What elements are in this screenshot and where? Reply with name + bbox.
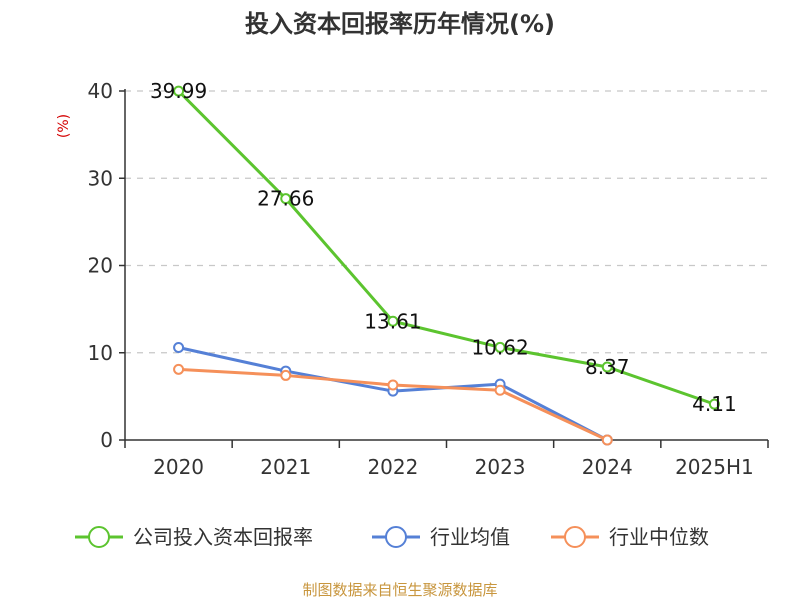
data-labels: 39.99 27.66 13.61 10.62 8.37 4.11 <box>150 79 737 416</box>
x-tick-label: 2025H1 <box>675 455 754 479</box>
data-label: 8.37 <box>585 355 630 379</box>
source-note: 制图数据来自恒生聚源数据库 <box>302 581 497 599</box>
data-point <box>173 85 185 97</box>
legend-item-1[interactable]: 行业均值 <box>372 525 510 549</box>
y-axis-label: (%) <box>56 114 72 138</box>
legend-swatch-marker <box>88 526 110 548</box>
x-tick-label: 2024 <box>582 455 633 479</box>
data-point <box>708 398 720 410</box>
legend-label: 行业中位数 <box>609 525 709 549</box>
y-tick-label: 10 <box>88 341 113 365</box>
data-point <box>601 361 613 373</box>
data-point <box>173 363 185 375</box>
data-label: 27.66 <box>257 187 314 211</box>
x-tick-label: 2023 <box>475 455 526 479</box>
data-point <box>601 434 613 446</box>
series-group <box>173 85 720 446</box>
grid-lines <box>125 90 768 354</box>
legend-item-0[interactable]: 公司投入资本回报率 <box>75 525 313 549</box>
chart-title: 投入资本回报率历年情况(%) <box>245 10 555 38</box>
y-tick-label: 20 <box>88 254 113 278</box>
data-point <box>280 369 292 381</box>
data-label: 13.61 <box>364 309 421 333</box>
data-point <box>494 341 506 353</box>
legend[interactable]: 公司投入资本回报率 行业均值 行业中位数 <box>75 525 709 549</box>
data-point <box>494 384 506 396</box>
legend-item-2[interactable]: 行业中位数 <box>551 525 709 549</box>
x-tick-label: 2021 <box>260 455 311 479</box>
y-tick-label: 30 <box>88 166 113 190</box>
data-label: 4.11 <box>692 392 737 416</box>
legend-label: 行业均值 <box>430 525 510 549</box>
data-label: 10.62 <box>471 335 528 359</box>
data-point <box>387 315 399 327</box>
x-tick-label: 2020 <box>153 455 204 479</box>
data-point <box>173 342 185 354</box>
legend-swatch-marker <box>385 526 407 548</box>
y-tick-label: 40 <box>88 79 113 103</box>
y-tick-label: 0 <box>100 428 113 452</box>
series-line-0 <box>177 90 715 406</box>
data-point <box>387 379 399 391</box>
axes: 0 10 20 30 40 2020 2021 2022 2023 2024 2025H1 <box>88 79 769 479</box>
legend-label: 公司投入资本回报率 <box>133 525 313 549</box>
x-tick-label: 2022 <box>367 455 418 479</box>
data-label: 39.99 <box>150 79 207 103</box>
legend-swatch-marker <box>564 526 586 548</box>
data-point <box>280 193 292 205</box>
